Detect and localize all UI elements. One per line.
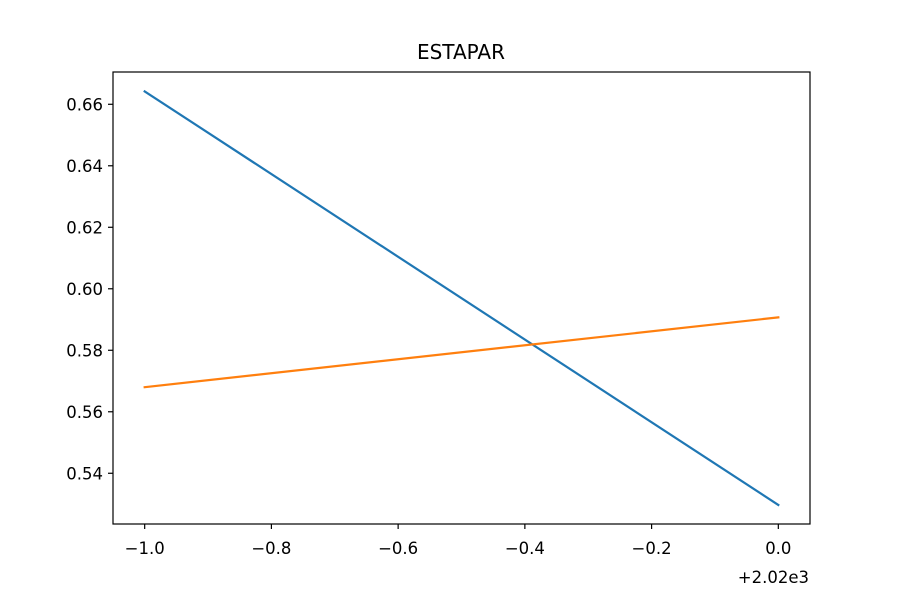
chart-title: ESTAPAR [417,40,505,64]
x-axis-offset-label: +2.02e3 [738,568,809,587]
x-axis: −1.0 −0.8 −0.6 −0.4 −0.2 0.0 [125,524,791,558]
x-tick-label: −0.4 [505,539,545,558]
x-tick-label: 0.0 [765,539,791,558]
y-tick-label: 0.58 [66,341,103,360]
y-tick-label: 0.66 [66,95,103,114]
series-line-1 [143,89,780,507]
y-axis: 0.54 0.56 0.58 0.60 0.62 0.64 0.66 [66,95,113,483]
y-tick-label: 0.54 [66,464,103,483]
y-tick-label: 0.60 [66,280,103,299]
y-tick-label: 0.56 [66,403,103,422]
axes-frame [112,71,811,525]
y-tick-label: 0.64 [66,157,103,176]
y-tick-label: 0.62 [66,218,103,237]
x-tick-label: −0.6 [378,539,418,558]
x-tick-label: −0.8 [251,539,291,558]
series-line-2 [143,316,780,389]
series-layer [143,89,780,507]
x-tick-label: −1.0 [125,539,165,558]
x-tick-label: −0.2 [632,539,672,558]
